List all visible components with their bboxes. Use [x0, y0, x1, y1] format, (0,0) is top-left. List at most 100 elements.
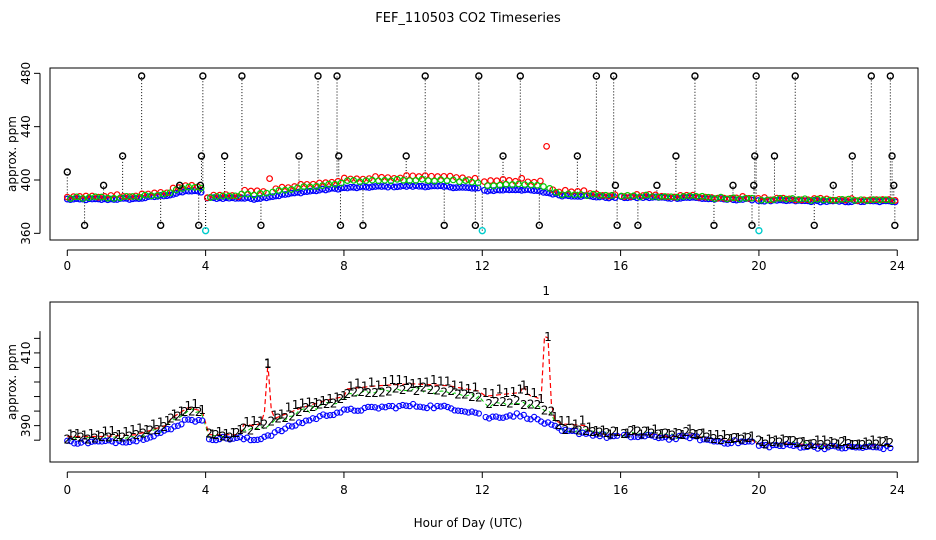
bottom-x-tick-label: 24	[890, 483, 905, 497]
series-2-glyph: 2	[703, 430, 711, 444]
blue-point	[197, 188, 205, 196]
series-2-glyph: 2	[77, 431, 85, 445]
blue-point	[580, 192, 588, 199]
series-3-point	[250, 436, 258, 444]
red-point	[823, 195, 831, 203]
series-1-glyph: 1	[565, 414, 573, 428]
series-3-point	[288, 423, 296, 430]
series-1-glyph: 1	[395, 373, 403, 387]
black-outlier-point	[592, 72, 601, 80]
series-3-point	[499, 414, 507, 421]
series-3-point	[181, 416, 189, 423]
blue-point	[107, 195, 115, 203]
black-outlier-point	[196, 181, 205, 190]
series-2-glyph: 2	[344, 387, 352, 401]
green-point	[813, 195, 821, 203]
black-outlier-point	[573, 152, 582, 160]
series-1-glyph: 1	[765, 433, 773, 447]
series-1-glyph: 1	[835, 437, 843, 451]
series-3-point	[295, 419, 303, 426]
series-1-glyph: 1	[67, 427, 75, 441]
series-3-point	[669, 434, 676, 441]
series-3-point	[226, 436, 233, 443]
series-3-point	[354, 407, 361, 414]
series-1-glyph: 1	[821, 433, 829, 447]
series-3-point	[465, 409, 472, 416]
red-point	[266, 175, 273, 183]
black-outlier-point	[440, 221, 448, 230]
series-3-point	[102, 437, 109, 445]
series-3-point	[344, 406, 351, 413]
green-point	[857, 196, 865, 204]
green-point	[770, 196, 778, 204]
blue-point	[347, 183, 354, 191]
series-3-point	[582, 430, 590, 437]
black-outlier-point	[609, 72, 618, 80]
green-point	[362, 177, 370, 185]
series-3-point	[852, 444, 859, 451]
series-3-point	[368, 403, 375, 411]
series-3-point	[773, 441, 780, 449]
green-point	[418, 175, 426, 183]
green-point	[225, 192, 233, 200]
green-point	[540, 183, 547, 190]
black-outlier-point	[729, 181, 737, 190]
series-1-glyph: 1	[444, 375, 452, 389]
black-outlier-point	[421, 72, 429, 80]
series-3-point	[517, 413, 524, 420]
green-point	[484, 182, 491, 190]
series-2-glyph: 2	[817, 438, 825, 452]
series-1-glyph: 1	[551, 410, 559, 424]
series-3-point	[143, 435, 150, 442]
series-3-point	[347, 405, 355, 412]
series-1-glyph: 1	[312, 396, 320, 410]
green-point	[368, 176, 376, 184]
red-point	[605, 192, 613, 200]
green-point	[67, 195, 74, 202]
series-3-point	[755, 442, 763, 449]
series-3-point	[154, 430, 161, 437]
series-1-glyph: 1	[115, 428, 123, 442]
series-3-point	[240, 436, 247, 443]
series-2-glyph: 2	[240, 421, 248, 435]
green-point	[73, 193, 81, 201]
series-3-point	[420, 404, 427, 411]
series-2-glyph: 2	[392, 381, 400, 395]
blue-point	[294, 188, 302, 196]
series-3-point	[496, 414, 503, 421]
green-point	[300, 183, 308, 190]
series-3-point	[119, 439, 126, 446]
green-point	[667, 193, 675, 201]
series-1-glyph: 1	[285, 401, 293, 415]
series-1-glyph: 1	[102, 425, 110, 439]
series-3-point	[503, 413, 510, 420]
series-1-glyph: 1	[88, 427, 96, 441]
cyan-outlier-point	[201, 226, 210, 235]
series-3-point	[212, 436, 220, 444]
series-3-point	[64, 437, 71, 444]
series-3-point	[437, 403, 444, 410]
series-2-glyph: 2	[641, 425, 649, 439]
series-1-glyph: 1	[510, 385, 518, 399]
series-2-glyph: 2	[520, 398, 528, 412]
green-point	[527, 181, 535, 189]
blue-point	[365, 184, 373, 191]
green-point	[129, 193, 137, 200]
series-2-glyph: 2	[205, 426, 213, 440]
series-1-glyph: 1	[828, 435, 836, 449]
series-3-point	[71, 440, 78, 447]
blue-point	[210, 194, 217, 202]
series-3-point	[371, 404, 379, 411]
green-point	[838, 195, 846, 203]
series-3-point	[403, 402, 410, 409]
blue-point	[512, 186, 519, 194]
series-3-point	[205, 436, 213, 443]
bottom-plot-area: 2 2 2 2 2 2 2 2 2 2 2 2 2 2 22 2 2 2 22 2 2 2 2 2 2 2 2 2 2 2 2 2 2 2 2 2 2 2…	[63, 284, 894, 453]
green-point	[337, 179, 345, 187]
green-point	[776, 194, 784, 202]
series-2-glyph: 2	[433, 384, 441, 398]
blue-point	[530, 187, 538, 195]
series-1-glyph: 1	[430, 373, 438, 387]
series-1-glyph: 1	[665, 427, 673, 441]
series-3-point	[797, 444, 804, 451]
